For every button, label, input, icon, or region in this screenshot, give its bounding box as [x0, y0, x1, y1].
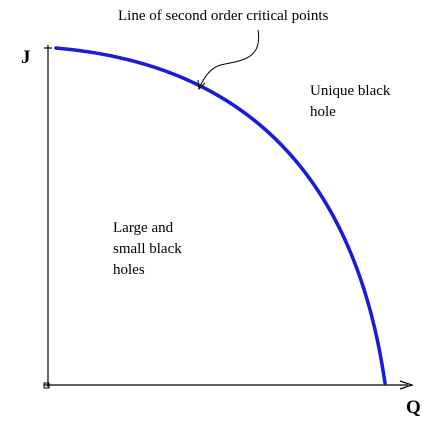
annotation-label: Line of second order critical points	[118, 8, 329, 24]
region-left-line-2: small black	[113, 241, 182, 257]
origin-marker	[43, 382, 50, 389]
annotation-pointer	[198, 29, 260, 89]
region-right-line-2: hole	[310, 104, 336, 120]
critical-curve	[54, 46, 387, 385]
x-axis-arrow	[399, 380, 414, 390]
y-axis-label: J	[21, 47, 31, 68]
region-left-line-1: Large and	[113, 220, 174, 236]
region-right-line-1: Unique black	[310, 83, 391, 99]
region-left-line-3: holes	[113, 262, 145, 278]
region-large-and-small-black-holes: Large and small black holes	[113, 218, 182, 281]
region-unique-black-hole: Unique black hole	[310, 81, 390, 123]
annotation-arrowhead	[197, 79, 206, 91]
x-axis-label: Q	[406, 397, 421, 418]
